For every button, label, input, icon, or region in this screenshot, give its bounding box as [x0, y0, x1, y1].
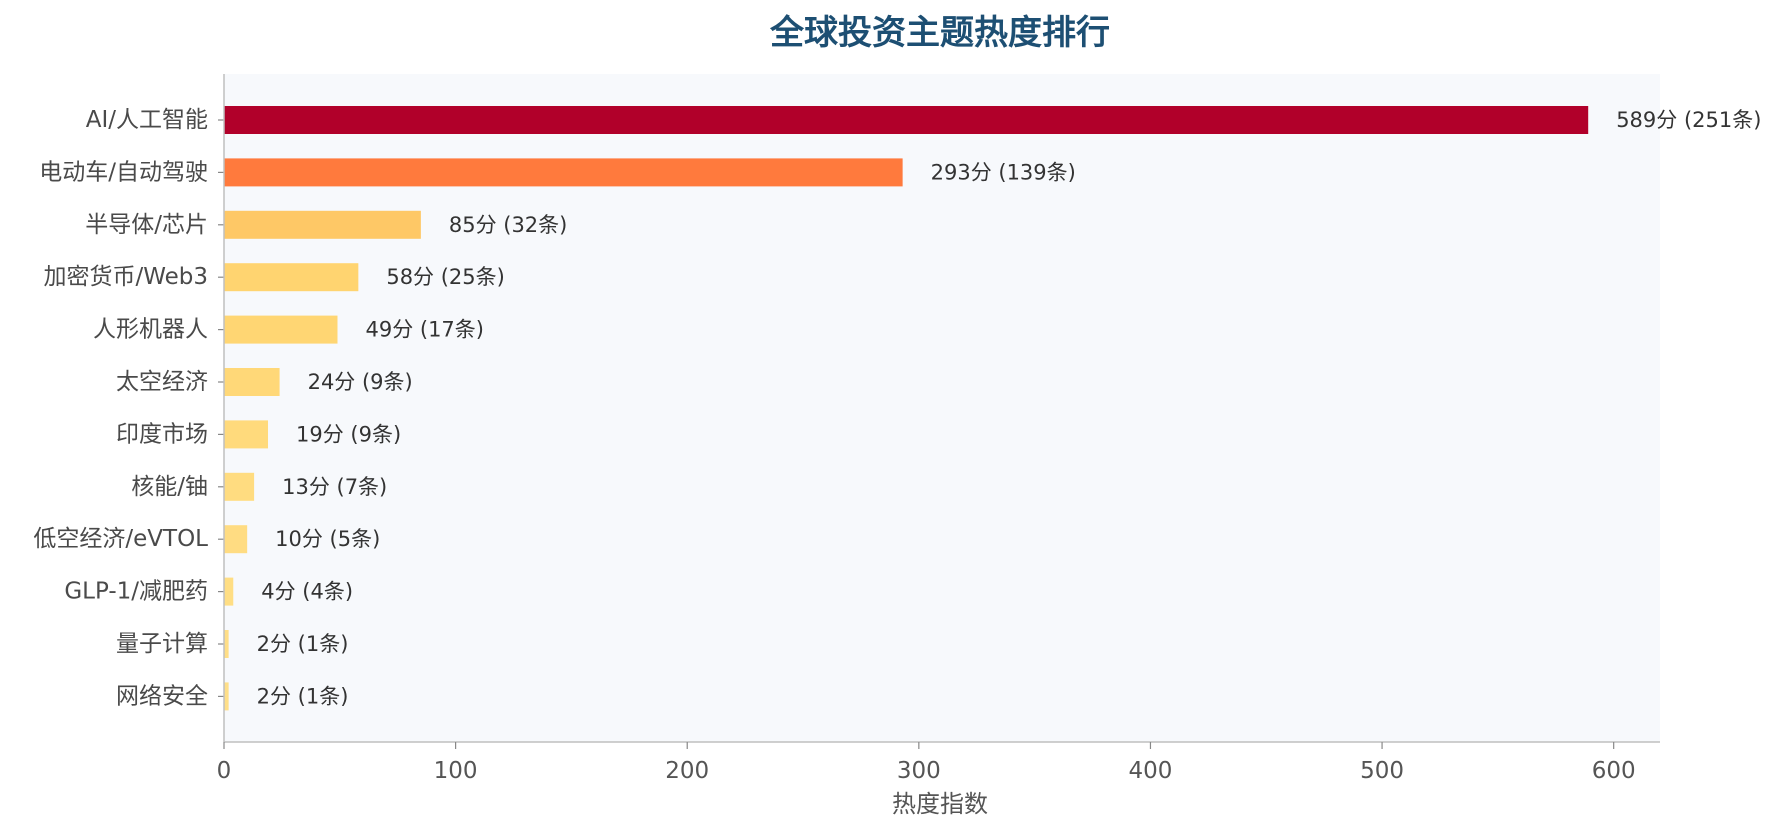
category-label: AI/人工智能	[86, 107, 208, 133]
x-tick-label: 0	[217, 758, 232, 784]
category-label: 印度市场	[116, 421, 208, 447]
bar	[224, 263, 359, 292]
x-tick-label: 400	[1128, 758, 1172, 784]
data-labels-group: 589分 (251条) 293分 (139条) 85分 (32条) 58分 (25条)…	[257, 108, 1762, 708]
bar	[224, 210, 421, 239]
x-tick-label: 600	[1592, 758, 1636, 784]
bar	[224, 106, 1589, 134]
data-label: 2分 (1条)	[257, 684, 349, 708]
x-tick-label: 300	[897, 758, 941, 784]
category-label: 量子计算	[116, 631, 208, 657]
category-label: 人形机器人	[93, 317, 208, 343]
data-label: 58分 (25条)	[386, 265, 505, 289]
data-label: 24分 (9条)	[308, 370, 413, 394]
bar	[224, 682, 229, 711]
bar	[224, 472, 255, 501]
data-label: 4分 (4条)	[261, 580, 353, 604]
x-axis-label: 热度指数	[892, 790, 988, 818]
category-label: 网络安全	[116, 683, 208, 709]
category-label: 低空经济/eVTOL	[33, 526, 208, 552]
category-label: 核能/铀	[131, 474, 208, 500]
bars-group	[224, 106, 1589, 711]
category-label: 太空经济	[116, 369, 208, 395]
x-tick-label: 200	[665, 758, 709, 784]
category-label: 加密货币/Web3	[43, 264, 208, 290]
data-label: 19分 (9条)	[296, 422, 401, 446]
bar	[224, 420, 269, 449]
bar	[224, 368, 280, 396]
data-label: 589分 (251条)	[1616, 108, 1761, 132]
bar	[224, 525, 248, 554]
data-label: 13分 (7条)	[282, 475, 387, 499]
axes-group: 0 100 200 300 400 500 600	[217, 74, 1660, 784]
category-label: GLP-1/减肥药	[64, 579, 208, 605]
data-label: 10分 (5条)	[275, 527, 380, 551]
bar	[224, 630, 229, 658]
chart-title: 全球投资主题热度排行	[769, 13, 1110, 53]
category-label: 半导体/芯片	[85, 212, 208, 238]
data-label: 2分 (1条)	[257, 632, 349, 656]
bar	[224, 158, 903, 187]
x-tick-label: 500	[1360, 758, 1404, 784]
bar	[224, 315, 338, 344]
bar	[224, 577, 234, 606]
x-tick-label: 100	[434, 758, 478, 784]
category-label: 电动车/自动驾驶	[39, 159, 208, 185]
data-label: 293分 (139条)	[931, 160, 1076, 184]
data-label: 85分 (32条)	[449, 213, 568, 237]
data-label: 49分 (17条)	[365, 318, 484, 342]
